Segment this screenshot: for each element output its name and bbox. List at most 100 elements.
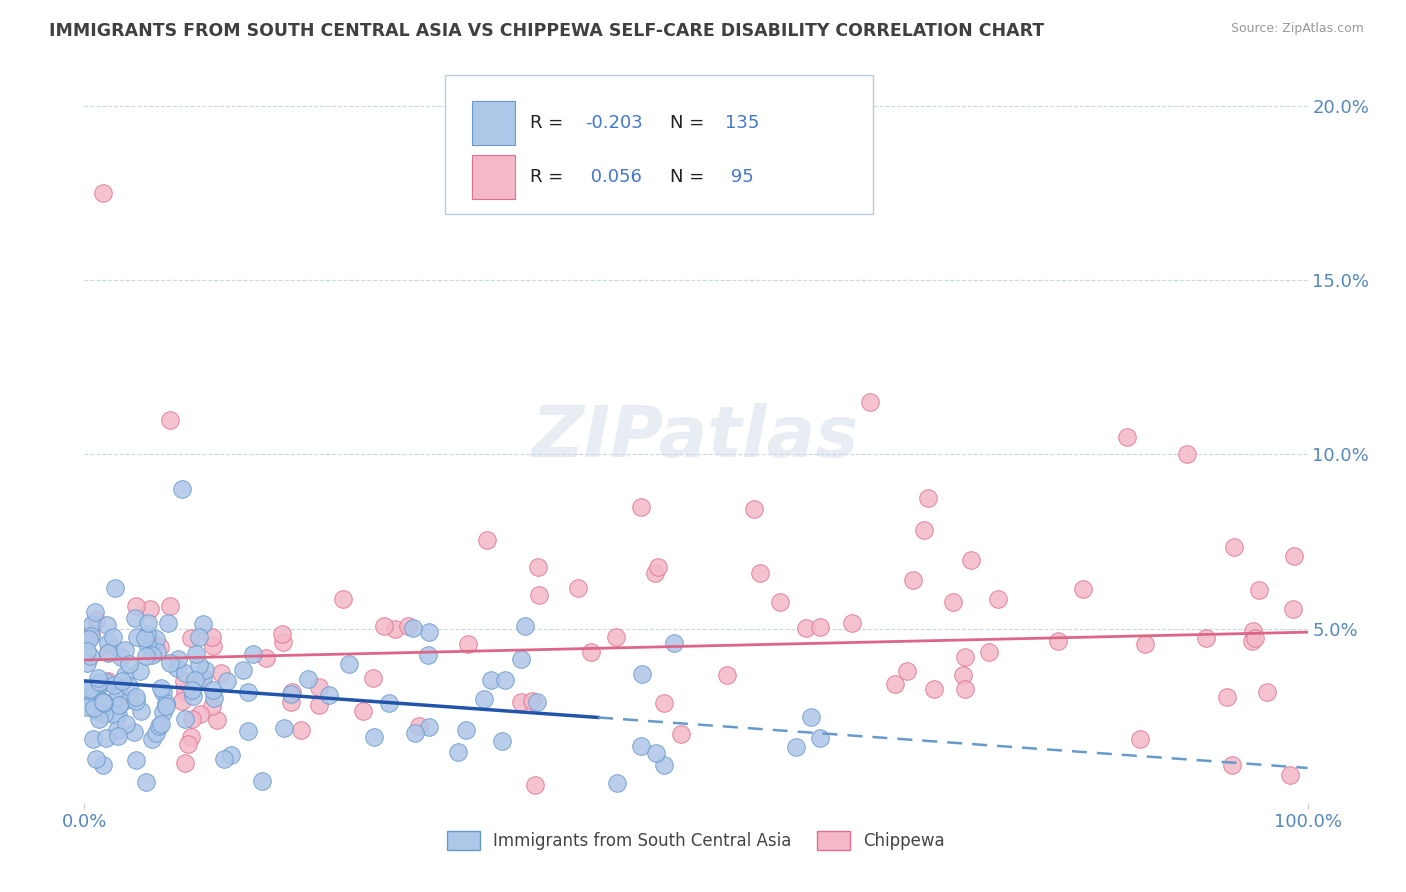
- Point: [942, 595, 965, 609]
- Point: [491, 734, 513, 748]
- Point: [308, 680, 330, 694]
- Point: [125, 599, 148, 614]
- Point: [808, 731, 831, 746]
- Point: [522, 694, 544, 708]
- Text: 135: 135: [725, 113, 759, 131]
- Point: [1215, 690, 1237, 705]
- Point: [404, 726, 426, 740]
- Point: [202, 690, 225, 705]
- Text: N =: N =: [671, 113, 710, 131]
- Point: [83, 701, 105, 715]
- Text: N =: N =: [671, 169, 710, 186]
- Point: [297, 672, 319, 686]
- Point: [139, 602, 162, 616]
- Point: [332, 592, 354, 607]
- Point: [280, 695, 302, 709]
- Point: [1247, 583, 1270, 598]
- Point: [1244, 632, 1267, 646]
- Point: [418, 720, 440, 734]
- Point: [509, 695, 531, 709]
- Point: [156, 616, 179, 631]
- Point: [118, 657, 141, 671]
- Point: [120, 692, 142, 706]
- Legend: Immigrants from South Central Asia, Chippewa: Immigrants from South Central Asia, Chip…: [440, 824, 952, 856]
- Point: [232, 663, 254, 677]
- Point: [418, 624, 440, 639]
- Point: [494, 673, 516, 687]
- Point: [87, 712, 110, 726]
- Point: [1220, 758, 1243, 772]
- Point: [524, 778, 547, 792]
- Point: [318, 688, 340, 702]
- Point: [86, 705, 108, 719]
- Text: ZIPatlas: ZIPatlas: [533, 402, 859, 472]
- Text: Source: ZipAtlas.com: Source: ZipAtlas.com: [1230, 22, 1364, 36]
- Point: [79, 648, 101, 663]
- Point: [152, 685, 174, 699]
- Point: [91, 186, 114, 201]
- Point: [1047, 634, 1070, 648]
- Point: [271, 635, 294, 649]
- Text: -0.203: -0.203: [585, 113, 643, 131]
- Point: [94, 674, 117, 689]
- Bar: [472, 155, 515, 200]
- Point: [1256, 685, 1278, 699]
- Point: [159, 412, 181, 426]
- Point: [527, 559, 550, 574]
- Point: [796, 621, 818, 635]
- Point: [107, 698, 129, 713]
- Point: [896, 664, 918, 678]
- Text: R =: R =: [530, 169, 568, 186]
- Point: [1278, 768, 1301, 782]
- Text: R =: R =: [530, 113, 568, 131]
- Point: [769, 594, 792, 608]
- Point: [107, 680, 129, 694]
- Point: [145, 726, 167, 740]
- Point: [76, 700, 98, 714]
- Point: [191, 671, 214, 685]
- Point: [236, 685, 259, 699]
- Point: [201, 630, 224, 644]
- Point: [953, 682, 976, 697]
- Point: [188, 706, 211, 721]
- Point: [84, 686, 107, 700]
- Point: [141, 732, 163, 747]
- Point: [219, 747, 242, 762]
- Point: [363, 730, 385, 744]
- Point: [952, 668, 974, 682]
- Point: [91, 695, 114, 709]
- Point: [146, 644, 169, 658]
- Point: [529, 588, 551, 602]
- Point: [384, 623, 406, 637]
- Point: [884, 677, 907, 691]
- Point: [337, 657, 360, 672]
- Point: [749, 566, 772, 581]
- Point: [630, 500, 652, 514]
- Point: [644, 746, 666, 760]
- Point: [125, 693, 148, 707]
- Point: [187, 658, 209, 673]
- Point: [124, 611, 146, 625]
- Text: IMMIGRANTS FROM SOUTH CENTRAL ASIA VS CHIPPEWA SELF-CARE DISABILITY CORRELATION : IMMIGRANTS FROM SOUTH CENTRAL ASIA VS CH…: [49, 22, 1045, 40]
- Point: [361, 671, 384, 685]
- Point: [605, 630, 627, 644]
- Point: [86, 752, 108, 766]
- Point: [1240, 634, 1263, 648]
- Point: [148, 640, 170, 654]
- Point: [201, 639, 224, 653]
- Point: [181, 690, 204, 704]
- Point: [352, 704, 374, 718]
- Point: [281, 685, 304, 699]
- Point: [396, 619, 419, 633]
- Point: [669, 727, 692, 741]
- Point: [176, 737, 198, 751]
- Point: [143, 638, 166, 652]
- Point: [250, 773, 273, 788]
- Point: [173, 673, 195, 688]
- Point: [273, 721, 295, 735]
- Point: [152, 705, 174, 719]
- Point: [606, 775, 628, 789]
- Point: [1133, 637, 1156, 651]
- Point: [183, 673, 205, 688]
- Point: [97, 646, 120, 660]
